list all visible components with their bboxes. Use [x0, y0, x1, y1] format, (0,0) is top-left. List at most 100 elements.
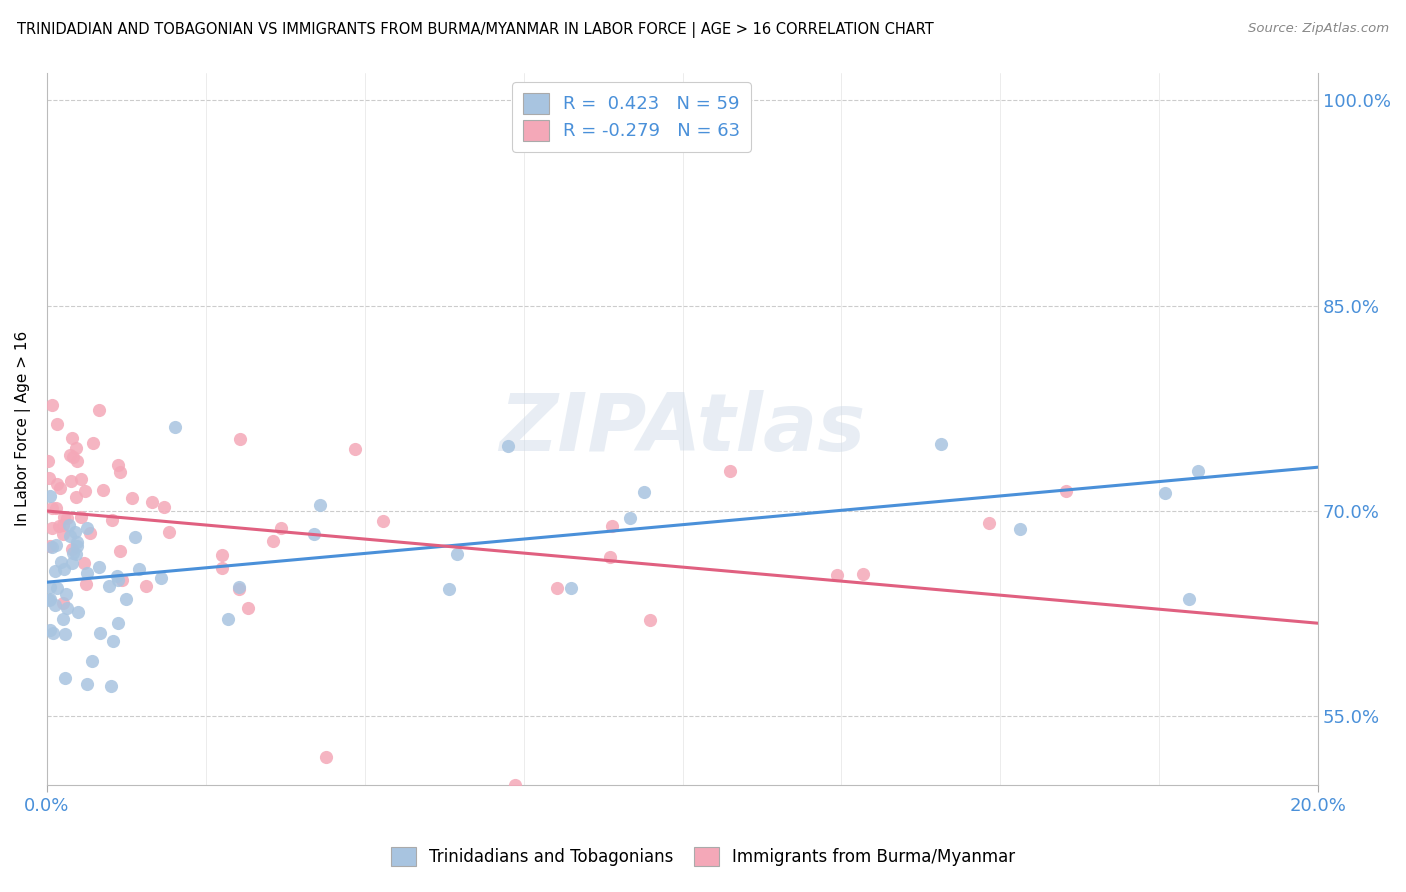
Point [59, 475, 82, 489]
Text: TRINIDADIAN AND TOBAGONIAN VS IMMIGRANTS FROM BURMA/MYANMAR IN LABOR FORCE | AGE: TRINIDADIAN AND TOBAGONIAN VS IMMIGRANTS… [17, 22, 934, 38]
Text: Source: ZipAtlas.com: Source: ZipAtlas.com [1249, 22, 1389, 36]
Point [70, 509, 93, 524]
Point [66, 534, 89, 549]
Point [66, 605, 89, 619]
Point [105, 569, 128, 583]
Point [638, 613, 661, 627]
Point [446, 547, 468, 561]
Point [49, 482, 72, 496]
Point [1178, 592, 1201, 607]
Point [600, 519, 623, 533]
Point [41, 398, 63, 412]
Point [91, 483, 114, 498]
Point [45, 501, 67, 516]
Point [262, 533, 284, 548]
Point [498, 439, 520, 453]
Point [66, 453, 89, 467]
Point [41, 521, 63, 535]
Point [39, 580, 62, 594]
Point [53, 671, 76, 685]
Point [53, 509, 76, 524]
Point [163, 420, 186, 434]
Point [633, 485, 655, 500]
Point [373, 514, 395, 528]
Point [135, 579, 157, 593]
Point [52, 612, 75, 626]
Point [546, 581, 568, 595]
Point [39, 591, 62, 606]
Point [45, 538, 67, 552]
Point [39, 540, 62, 554]
Point [929, 437, 952, 451]
Point [76, 677, 98, 691]
Point [52, 517, 75, 532]
Point [59, 529, 82, 543]
Text: ZIPAtlas: ZIPAtlas [499, 390, 866, 468]
Point [76, 566, 98, 581]
Point [48, 519, 70, 533]
Point [98, 579, 121, 593]
Point [157, 524, 180, 539]
Point [56, 510, 79, 524]
Point [37, 454, 59, 468]
Point [599, 550, 621, 565]
Y-axis label: In Labor Force | Age > 16: In Labor Force | Age > 16 [15, 331, 31, 526]
Point [75, 577, 97, 591]
Point [59, 448, 82, 462]
Point [52, 562, 75, 576]
Point [52, 596, 75, 610]
Point [211, 548, 233, 562]
Point [60, 556, 83, 570]
Point [308, 498, 330, 512]
Point [53, 626, 76, 640]
Point [65, 441, 87, 455]
Point [852, 567, 875, 582]
Point [153, 500, 176, 514]
Point [52, 527, 75, 541]
Point [439, 582, 461, 597]
Point [89, 403, 111, 417]
Point [100, 679, 122, 693]
Point [619, 511, 641, 525]
Point [60, 542, 83, 557]
Point [121, 491, 143, 506]
Point [503, 778, 526, 792]
Point [107, 573, 129, 587]
Point [217, 612, 239, 626]
Point [60, 431, 83, 445]
Point [108, 544, 131, 558]
Point [76, 521, 98, 535]
Point [45, 581, 67, 595]
Point [42, 626, 65, 640]
Point [229, 432, 252, 446]
Point [110, 465, 132, 479]
Point [315, 750, 337, 764]
Point [115, 591, 138, 606]
Point [49, 555, 72, 569]
Legend: R =  0.423   N = 59, R = -0.279   N = 63: R = 0.423 N = 59, R = -0.279 N = 63 [512, 82, 751, 152]
Point [1187, 464, 1209, 478]
Point [38, 593, 60, 607]
Point [62, 450, 84, 464]
Point [124, 530, 146, 544]
Point [56, 600, 79, 615]
Point [38, 471, 60, 485]
Point [65, 490, 87, 504]
Point [107, 616, 129, 631]
Point [718, 464, 741, 478]
Point [70, 472, 93, 486]
Point [55, 587, 77, 601]
Point [62, 545, 84, 559]
Legend: Trinidadians and Tobagonians, Immigrants from Burma/Myanmar: Trinidadians and Tobagonians, Immigrants… [384, 840, 1022, 873]
Point [302, 526, 325, 541]
Point [44, 564, 66, 578]
Point [236, 601, 259, 615]
Point [89, 560, 111, 574]
Point [72, 556, 94, 570]
Point [58, 517, 80, 532]
Point [103, 633, 125, 648]
Point [46, 477, 69, 491]
Point [82, 436, 104, 450]
Point [63, 525, 86, 540]
Point [107, 458, 129, 473]
